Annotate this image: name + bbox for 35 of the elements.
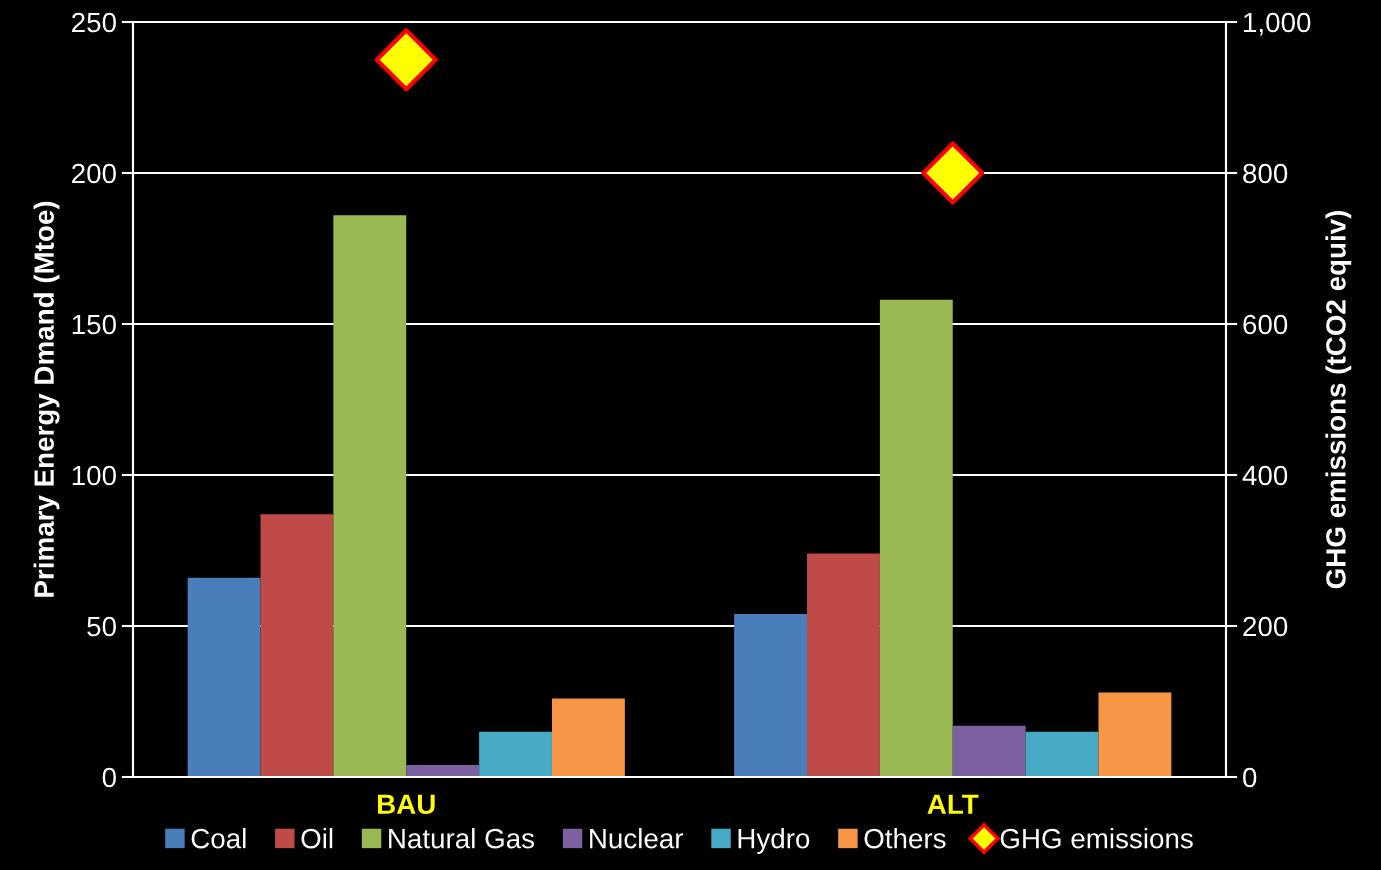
bar <box>879 299 953 777</box>
y-tick-label: 150 <box>72 314 116 335</box>
y-tick-label: 50 <box>87 616 116 637</box>
y-tick-label: 200 <box>72 163 116 184</box>
bar <box>1098 692 1172 777</box>
bar <box>260 514 334 777</box>
bar <box>952 725 1026 777</box>
bar <box>187 577 261 777</box>
bar <box>479 731 552 777</box>
y2-tick-label: 0 <box>1243 767 1257 788</box>
legend-label: Nuclear <box>590 828 684 849</box>
legend-label: Oil <box>301 828 333 849</box>
legend-label: Natural Gas <box>389 828 535 849</box>
y2-tick-label: 400 <box>1242 465 1288 486</box>
y2-tick-label: 800 <box>1243 163 1288 184</box>
y2-axis-title: GHG emissions (tCO2 equiv) <box>1325 211 1352 589</box>
legend-label: Coal <box>191 828 246 849</box>
y2-tick-label: 200 <box>1243 616 1288 637</box>
y-axis-title: Primary Energy Dmand (Mtoe) <box>33 201 60 597</box>
y-tick-label: 0 <box>102 767 116 788</box>
bar <box>551 698 625 777</box>
x-tick-label: ALT <box>927 794 979 814</box>
y2-tick-label: 600 <box>1243 314 1288 335</box>
x-tick-label: BAU <box>378 794 435 815</box>
bar <box>807 553 880 777</box>
legend-label: Hydro <box>738 828 810 854</box>
bar <box>734 613 808 777</box>
y-tick-label: 250 <box>72 12 116 33</box>
bar <box>333 215 407 777</box>
y2-tick-label: 1,000 <box>1244 12 1311 36</box>
y-tick-label: 100 <box>72 465 116 486</box>
legend-label: GHG emissions <box>1000 828 1193 849</box>
bar <box>1025 731 1099 777</box>
bar <box>406 764 480 777</box>
legend-label: Others <box>864 828 946 849</box>
